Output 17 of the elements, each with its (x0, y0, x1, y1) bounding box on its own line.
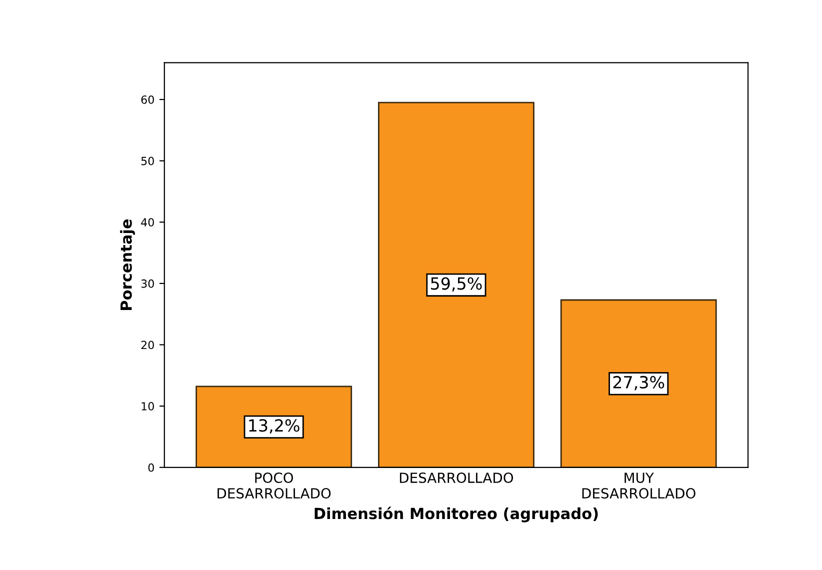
x-tick-label: DESARROLLADO (400, 472, 514, 484)
data-label: 27,3% (613, 376, 664, 390)
bar (378, 102, 534, 468)
data-label: 59,5% (431, 277, 482, 292)
y-tick-label: 10 (142, 402, 154, 410)
bar (560, 299, 717, 468)
y-tick-label: 30 (141, 279, 154, 288)
y-tick-label: 50 (141, 156, 154, 166)
x-tick-label: POCO DESARROLLADO (218, 472, 331, 499)
x-axis-title: Dimensión Monitoreo (agrupado) (314, 506, 598, 522)
y-tick-label: 20 (141, 340, 154, 350)
y-tick-label: 40 (141, 218, 154, 227)
y-axis-title: Porcentaje (120, 219, 135, 310)
y-tick-label: 0 (148, 463, 154, 472)
x-tick-label: MUY DESARROLLADO (582, 472, 696, 499)
data-label: 13,2% (249, 419, 300, 434)
y-tick-label: 60 (141, 95, 154, 104)
